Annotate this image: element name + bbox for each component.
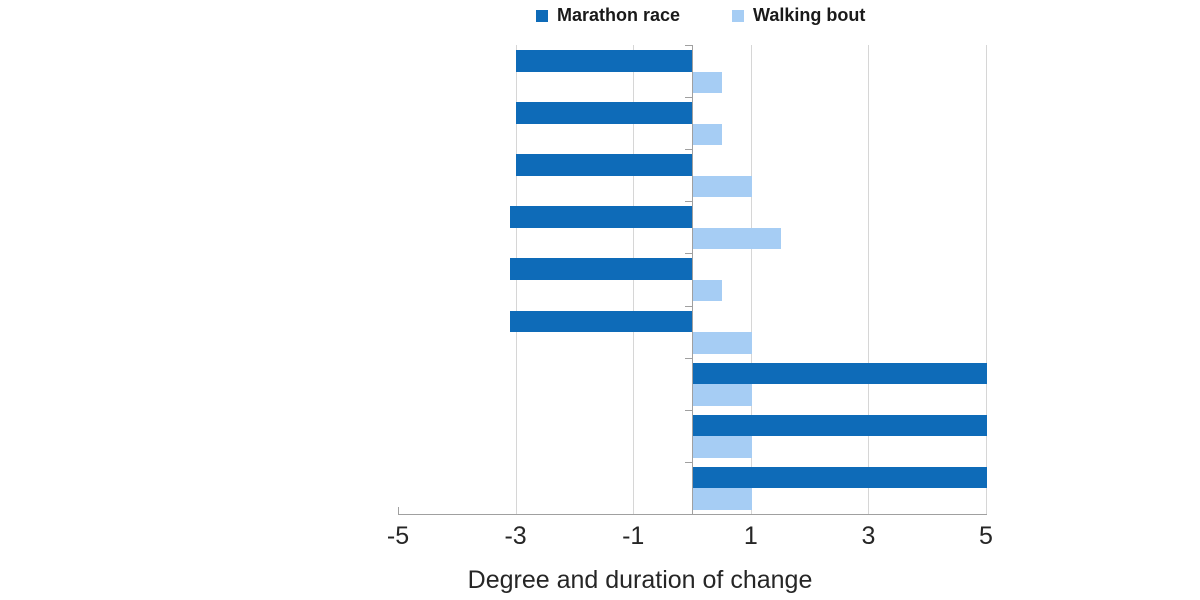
legend-swatch-walking-bout-icon [732,9,745,22]
bar-marathon-race-row-4 [509,206,692,228]
category-axis-tick [685,45,692,46]
bar-marathon-race-row-7 [693,362,987,385]
bar-marathon-race-row-8 [693,414,987,437]
bar-walking-bout-row-2 [693,123,723,146]
x-tick-label-3: 3 [861,522,876,550]
category-axis-tick [685,97,692,99]
bar-marathon-race-row-6 [509,310,692,333]
x-tick-label--3: -3 [504,522,527,550]
x-tick-label-5: 5 [979,522,993,550]
legend-label-walking-bout: Walking bout [753,5,866,25]
legend-swatch-marathon-race-icon [536,9,548,22]
bar-walking-bout-row-7 [693,384,752,406]
bar-marathon-race-row-3 [515,154,692,176]
category-axis-tick [685,357,692,359]
bar-walking-bout-row-6 [693,332,752,354]
bar-marathon-race-row-2 [515,102,692,124]
bar-marathon-race-row-1 [515,50,692,72]
bar-walking-bout-row-4 [693,227,782,250]
bar-walking-bout-row-5 [693,279,723,302]
bar-marathon-race-row-9 [693,466,987,489]
bar-walking-bout-row-8 [693,436,752,458]
category-axis-tick [685,409,692,411]
x-tick-label--1: -1 [622,522,645,550]
gridline-x-5 [986,45,987,514]
x-tick-label--5: -5 [386,522,410,550]
x-axis-line [398,514,987,515]
gridline-x-3 [868,45,870,514]
category-axis-tick [685,305,692,307]
bar-walking-bout-row-1 [693,71,723,93]
legend-item-walking-bout: Walking bout [732,5,865,26]
category-axis-tick [685,461,692,463]
chart-legend: Marathon race Walking bout [536,5,865,26]
x-axis-start-tick [398,507,399,514]
x-axis-title: Degree and duration of change [467,566,813,594]
legend-item-marathon-race: Marathon race [536,5,680,26]
category-axis-tick [685,149,692,151]
category-axis-line [692,45,693,514]
bar-walking-bout-row-9 [693,488,752,510]
bar-walking-bout-row-3 [693,175,752,198]
legend-label-marathon-race: Marathon race [557,5,681,25]
category-axis-tick [685,201,692,203]
gridline-x-1 [750,45,752,514]
bar-marathon-race-row-5 [509,258,692,280]
category-axis-tick [685,253,692,255]
x-tick-label-1: 1 [743,522,758,550]
